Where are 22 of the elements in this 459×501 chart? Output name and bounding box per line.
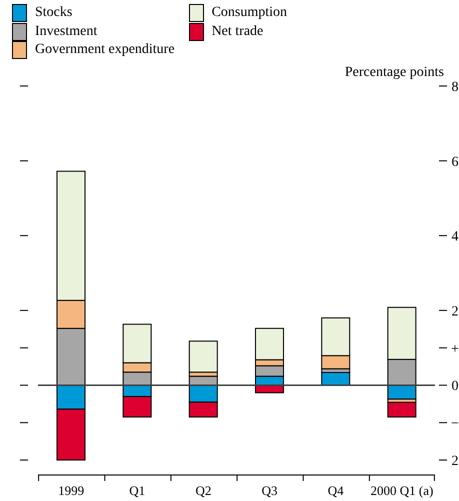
x-tick-label: Q4 bbox=[328, 483, 344, 498]
y-tick-label: + bbox=[451, 342, 459, 357]
legend-label: Investment bbox=[35, 24, 98, 40]
y-tick-label: 2 bbox=[452, 304, 458, 320]
y-tick-label: − bbox=[451, 416, 459, 432]
x-tick-label: Q3 bbox=[262, 483, 278, 498]
legend-label: Government expenditure bbox=[35, 42, 175, 58]
y-tick-label: 4 bbox=[452, 230, 458, 245]
y-tick-label: 8 bbox=[452, 80, 458, 95]
x-tick-label: 2000 Q1 (a) bbox=[370, 483, 434, 498]
legend-label: Stocks bbox=[35, 5, 72, 22]
y-tick-label: 6 bbox=[452, 154, 458, 170]
y-axis-title: Percentage points bbox=[344, 65, 444, 81]
x-tick-label: Q2 bbox=[195, 483, 212, 498]
bar bbox=[188, 340, 218, 373]
bar bbox=[387, 402, 416, 418]
x-tick-label: 1999 bbox=[58, 483, 84, 498]
legend-label: Net trade bbox=[212, 24, 264, 40]
y-tick-label: 0 bbox=[452, 379, 458, 394]
y-tick-label: 2 bbox=[452, 454, 458, 470]
x-tick-label: Q1 bbox=[129, 483, 146, 498]
legend-label: Consumption bbox=[212, 5, 288, 22]
